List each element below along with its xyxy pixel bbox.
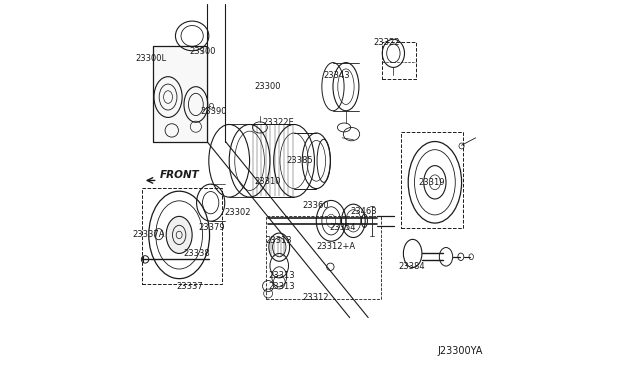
Text: 23360: 23360 bbox=[302, 201, 329, 210]
Text: 23343: 23343 bbox=[323, 71, 350, 80]
Text: 23302: 23302 bbox=[225, 208, 251, 217]
Bar bbox=[401, 132, 463, 228]
Bar bbox=[142, 188, 222, 284]
Text: 23390: 23390 bbox=[200, 108, 227, 116]
Text: 23319: 23319 bbox=[418, 178, 444, 187]
Text: 23322: 23322 bbox=[374, 38, 400, 47]
Text: 23354: 23354 bbox=[329, 223, 355, 232]
Text: 23312: 23312 bbox=[302, 294, 329, 302]
Text: 23313: 23313 bbox=[265, 236, 292, 246]
Text: 23310: 23310 bbox=[255, 177, 282, 186]
Text: 23313: 23313 bbox=[269, 282, 296, 291]
Bar bbox=[266, 216, 381, 299]
Bar bbox=[382, 42, 415, 78]
Ellipse shape bbox=[166, 217, 192, 253]
Text: 23384: 23384 bbox=[399, 262, 425, 271]
Text: J23300YA: J23300YA bbox=[438, 346, 483, 356]
Text: 23300: 23300 bbox=[189, 47, 216, 56]
Text: 23379: 23379 bbox=[198, 223, 225, 232]
Bar bbox=[153, 46, 207, 142]
Bar bbox=[153, 46, 207, 142]
Text: 23300L: 23300L bbox=[135, 54, 166, 62]
Text: 23312+A: 23312+A bbox=[316, 241, 355, 250]
Text: 23322E: 23322E bbox=[262, 118, 294, 127]
Text: 23385: 23385 bbox=[286, 156, 313, 165]
Text: 23313: 23313 bbox=[269, 271, 296, 280]
Text: 23300: 23300 bbox=[254, 82, 280, 91]
Text: 23337A: 23337A bbox=[132, 230, 165, 240]
Text: 23338: 23338 bbox=[184, 249, 211, 258]
Text: 23337: 23337 bbox=[176, 282, 203, 291]
Text: 23463: 23463 bbox=[351, 208, 377, 217]
Text: FRONT: FRONT bbox=[160, 170, 200, 180]
